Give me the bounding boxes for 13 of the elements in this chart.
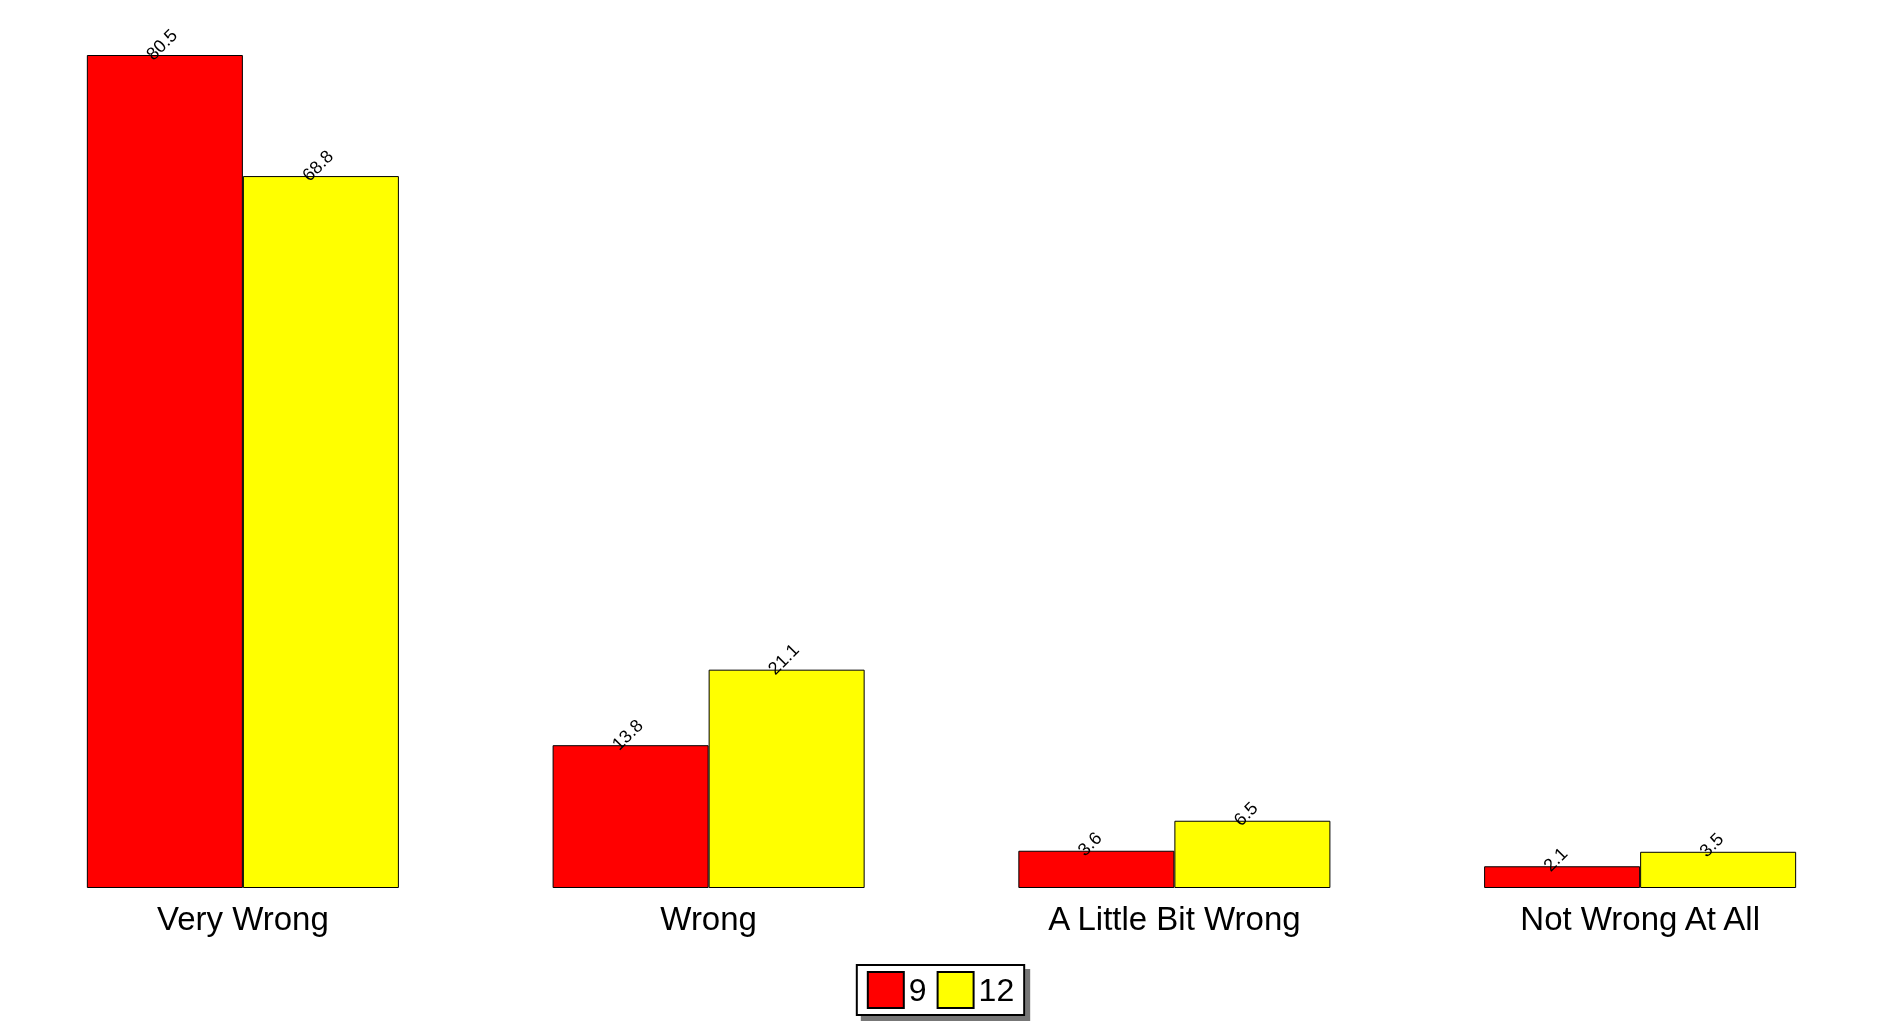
x-tick-label: Very Wrong — [156, 900, 329, 937]
data-label: 68.8 — [298, 146, 338, 186]
legend-label: 12 — [978, 972, 1015, 1008]
legend-label: 9 — [908, 972, 927, 1008]
data-label: 6.5 — [1229, 797, 1262, 830]
data-label: 3.5 — [1695, 828, 1728, 861]
x-tick-label: A Little Bit Wrong — [1048, 900, 1301, 937]
x-tick-label: Wrong — [660, 900, 757, 937]
data-label: 13.8 — [607, 715, 647, 755]
data-label: 2.1 — [1539, 843, 1572, 876]
data-label: 3.6 — [1073, 827, 1106, 860]
x-tick-label: Not Wrong At All — [1520, 900, 1760, 937]
data-label: 21.1 — [764, 639, 803, 679]
